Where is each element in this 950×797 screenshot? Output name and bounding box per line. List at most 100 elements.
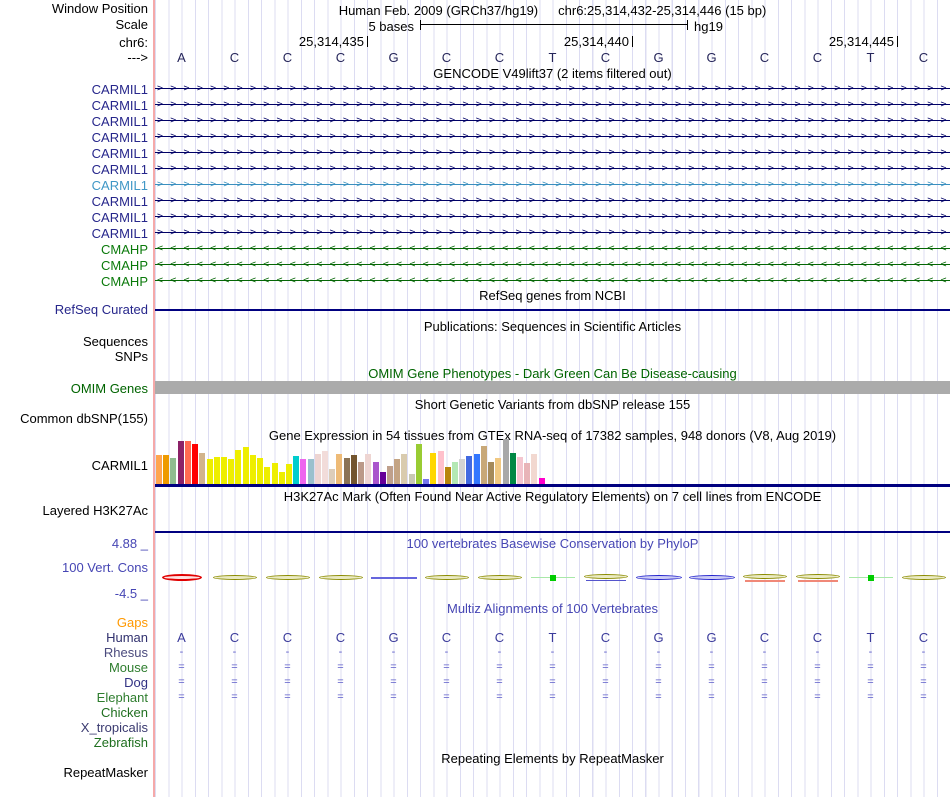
gencode-track-title: GENCODE V49lift37 (2 items filtered out) (433, 66, 672, 81)
base-letter: G (706, 50, 717, 65)
gtex-tissue-bar (264, 467, 271, 484)
gene-label-carmil1[interactable]: CARMIL1 (91, 98, 148, 113)
gene-transcript-row[interactable]: >>>>>>>>>>>>>>>>>>>>>>>>>>>>>>>>>>>>>>>>… (155, 114, 950, 127)
gene-label-carmil1[interactable]: CARMIL1 (91, 82, 148, 97)
gene-strand-arrows: >>>>>>>>>>>>>>>>>>>>>>>>>>>>>>>>>>>>>>>>… (157, 195, 950, 206)
alignment-glyph: - (391, 646, 396, 658)
alignment-glyph: = (178, 691, 185, 703)
common-dbsnp-label[interactable]: Common dbSNP(155) (20, 411, 148, 426)
conservation-mark-cell (579, 571, 632, 584)
conservation-mark-olive (212, 575, 257, 580)
conservation-mark-blue (688, 575, 735, 580)
multiz-species-label-mouse[interactable]: Mouse (108, 660, 148, 675)
alignment-glyph: = (496, 691, 503, 703)
gene-label-cmahp[interactable]: CMAHP (101, 258, 148, 273)
gtex-tissue-bar (488, 462, 495, 484)
gtex-tissue-bar (199, 453, 206, 484)
gtex-tissue-bar (257, 458, 264, 484)
alignment-glyph: - (868, 646, 873, 658)
gene-transcript-row[interactable]: >>>>>>>>>>>>>>>>>>>>>>>>>>>>>>>>>>>>>>>>… (155, 194, 950, 207)
gene-transcript-row[interactable]: >>>>>>>>>>>>>>>>>>>>>>>>>>>>>>>>>>>>>>>>… (155, 130, 950, 143)
multiz-alignment-row-rhesus[interactable]: --------------- (155, 646, 950, 659)
gene-label-cmahp[interactable]: CMAHP (101, 274, 148, 289)
gtex-expression-bar-chart[interactable] (156, 438, 546, 484)
gtex-tissue-bar (365, 454, 372, 484)
conservation-mark-cell (632, 571, 685, 584)
gene-transcript-row[interactable]: >>>>>>>>>>>>>>>>>>>>>>>>>>>>>>>>>>>>>>>>… (155, 82, 950, 95)
gene-transcript-row[interactable]: >>>>>>>>>>>>>>>>>>>>>>>>>>>>>>>>>>>>>>>>… (155, 98, 950, 111)
gene-transcript-row[interactable]: <<<<<<<<<<<<<<<<<<<<<<<<<<<<<<<<<<<<<<<<… (155, 274, 950, 287)
gene-transcript-row[interactable]: >>>>>>>>>>>>>>>>>>>>>>>>>>>>>>>>>>>>>>>>… (155, 210, 950, 223)
gene-label-carmil1[interactable]: CARMIL1 (91, 178, 148, 193)
gene-transcript-line (155, 152, 950, 153)
gtex-tissue-bar (423, 479, 430, 484)
conservation-mark-cell (208, 571, 261, 584)
repeatmasker-label[interactable]: RepeatMasker (63, 765, 148, 780)
alignment-glyph: - (709, 646, 714, 658)
layered-h3k27ac-label[interactable]: Layered H3K27Ac (42, 503, 148, 518)
gtex-tissue-bar (206, 459, 213, 484)
alignment-glyph: = (390, 676, 397, 688)
gtex-tissue-bar (358, 462, 365, 484)
gene-transcript-row[interactable]: >>>>>>>>>>>>>>>>>>>>>>>>>>>>>>>>>>>>>>>>… (155, 178, 950, 191)
multiz-species-label-x_tropicalis[interactable]: X_tropicalis (80, 720, 148, 735)
snps-track-label[interactable]: SNPs (114, 349, 148, 364)
gtex-tissue-bar (242, 447, 249, 484)
sequences-track-label[interactable]: Sequences (82, 334, 148, 349)
gene-label-cmahp[interactable]: CMAHP (101, 242, 148, 257)
phylop-min-value: -4.5 _ (114, 586, 148, 601)
phylop-conservation-wiggle[interactable] (155, 571, 950, 584)
gene-label-carmil1[interactable]: CARMIL1 (91, 162, 148, 177)
conservation-mark-olive (477, 575, 522, 580)
vert-cons-label[interactable]: 100 Vert. Cons (62, 560, 148, 575)
multiz-alignment-row-mouse[interactable]: = = = = = = = = = = = = = = = (155, 661, 950, 674)
strand-direction-label: ---> (127, 50, 148, 65)
gene-strand-arrows: <<<<<<<<<<<<<<<<<<<<<<<<<<<<<<<<<<<<<<<<… (157, 275, 950, 286)
multiz-species-label-dog[interactable]: Dog (124, 675, 148, 690)
base-letter: C (918, 630, 929, 645)
gtex-gene-label[interactable]: CARMIL1 (91, 458, 148, 473)
gene-label-carmil1[interactable]: CARMIL1 (91, 146, 148, 161)
multiz-species-label-zebrafish[interactable]: Zebrafish (93, 735, 148, 750)
multiz-alignment-row-dog[interactable]: = = = = = = = = = = = = = = = (155, 676, 950, 689)
gene-label-carmil1[interactable]: CARMIL1 (91, 210, 148, 225)
alignment-glyph: = (496, 661, 503, 673)
gtex-tissue-bar (495, 458, 502, 484)
alignment-glyph: = (443, 661, 450, 673)
gene-label-carmil1[interactable]: CARMIL1 (91, 114, 148, 129)
h3k27ac-track-title: H3K27Ac Mark (Often Found Near Active Re… (283, 489, 822, 504)
multiz-species-label-gaps[interactable]: Gaps (116, 615, 148, 630)
base-position-gridlines (155, 0, 950, 797)
gene-label-carmil1[interactable]: CARMIL1 (91, 226, 148, 241)
multiz-alignment-row-elephant[interactable]: = = = = = = = = = = = = = = = (155, 691, 950, 704)
multiz-species-label-chicken[interactable]: Chicken (101, 705, 148, 720)
scale-value: 5 bases (368, 19, 414, 34)
base-letter: C (335, 50, 346, 65)
conservation-mark-green-dot (867, 575, 874, 581)
gene-label-carmil1[interactable]: CARMIL1 (91, 194, 148, 209)
gene-transcript-row[interactable]: >>>>>>>>>>>>>>>>>>>>>>>>>>>>>>>>>>>>>>>>… (155, 162, 950, 175)
refseq-curated-gene-bar[interactable] (155, 309, 950, 311)
gene-transcript-row[interactable]: >>>>>>>>>>>>>>>>>>>>>>>>>>>>>>>>>>>>>>>>… (155, 226, 950, 239)
gene-transcript-row[interactable]: <<<<<<<<<<<<<<<<<<<<<<<<<<<<<<<<<<<<<<<<… (155, 258, 950, 271)
multiz-species-label-human[interactable]: Human (106, 630, 148, 645)
gene-strand-arrows: >>>>>>>>>>>>>>>>>>>>>>>>>>>>>>>>>>>>>>>>… (157, 99, 950, 110)
refseq-curated-label[interactable]: RefSeq Curated (54, 302, 148, 317)
conservation-mark-cell (897, 571, 950, 584)
gtex-tissue-bar (466, 456, 473, 484)
conservation-mark-cell (738, 571, 791, 584)
gtex-tissue-bar (322, 451, 329, 484)
alignment-glyph: = (708, 691, 715, 703)
gene-label-carmil1[interactable]: CARMIL1 (91, 130, 148, 145)
omim-genes-label[interactable]: OMIM Genes (70, 381, 148, 396)
chromosome-label: chr6: (119, 35, 148, 50)
gene-transcript-row[interactable]: >>>>>>>>>>>>>>>>>>>>>>>>>>>>>>>>>>>>>>>>… (155, 146, 950, 159)
multiz-species-label-rhesus[interactable]: Rhesus (103, 645, 148, 660)
gene-transcript-line (155, 280, 950, 281)
gene-transcript-row[interactable]: <<<<<<<<<<<<<<<<<<<<<<<<<<<<<<<<<<<<<<<<… (155, 242, 950, 255)
multiz-species-label-elephant[interactable]: Elephant (96, 690, 148, 705)
omim-gene-bar[interactable] (155, 381, 950, 394)
alignment-glyph: = (231, 661, 238, 673)
